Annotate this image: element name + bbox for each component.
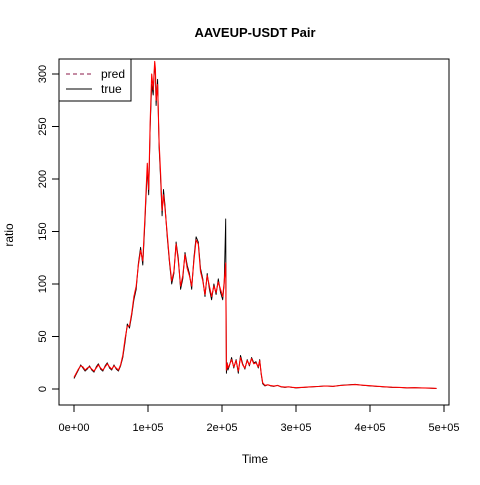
x-tick-label: 5e+05 [429,422,460,434]
x-axis-label: Time [242,452,269,466]
y-tick-label: 250 [37,117,49,135]
x-tick-label: 2e+05 [207,422,238,434]
x-tick-label: 1e+05 [133,422,164,434]
y-axis-label: ratio [2,223,16,247]
y-tick-label: 100 [37,275,49,293]
y-tick-label: 300 [37,65,49,83]
x-tick-label: 3e+05 [281,422,312,434]
y-tick-label: 150 [37,222,49,240]
chart-title: AAVEUP-USDT Pair [194,25,315,40]
y-tick-label: 0 [37,386,49,392]
legend: pred true [59,59,131,101]
y-tick-label: 50 [37,330,49,342]
x-tick-label: 4e+05 [355,422,386,434]
x-tick-label: 0e+00 [59,422,90,434]
legend-label-pred: pred [101,67,125,81]
y-tick-label: 200 [37,170,49,188]
legend-label-true: true [101,82,122,96]
